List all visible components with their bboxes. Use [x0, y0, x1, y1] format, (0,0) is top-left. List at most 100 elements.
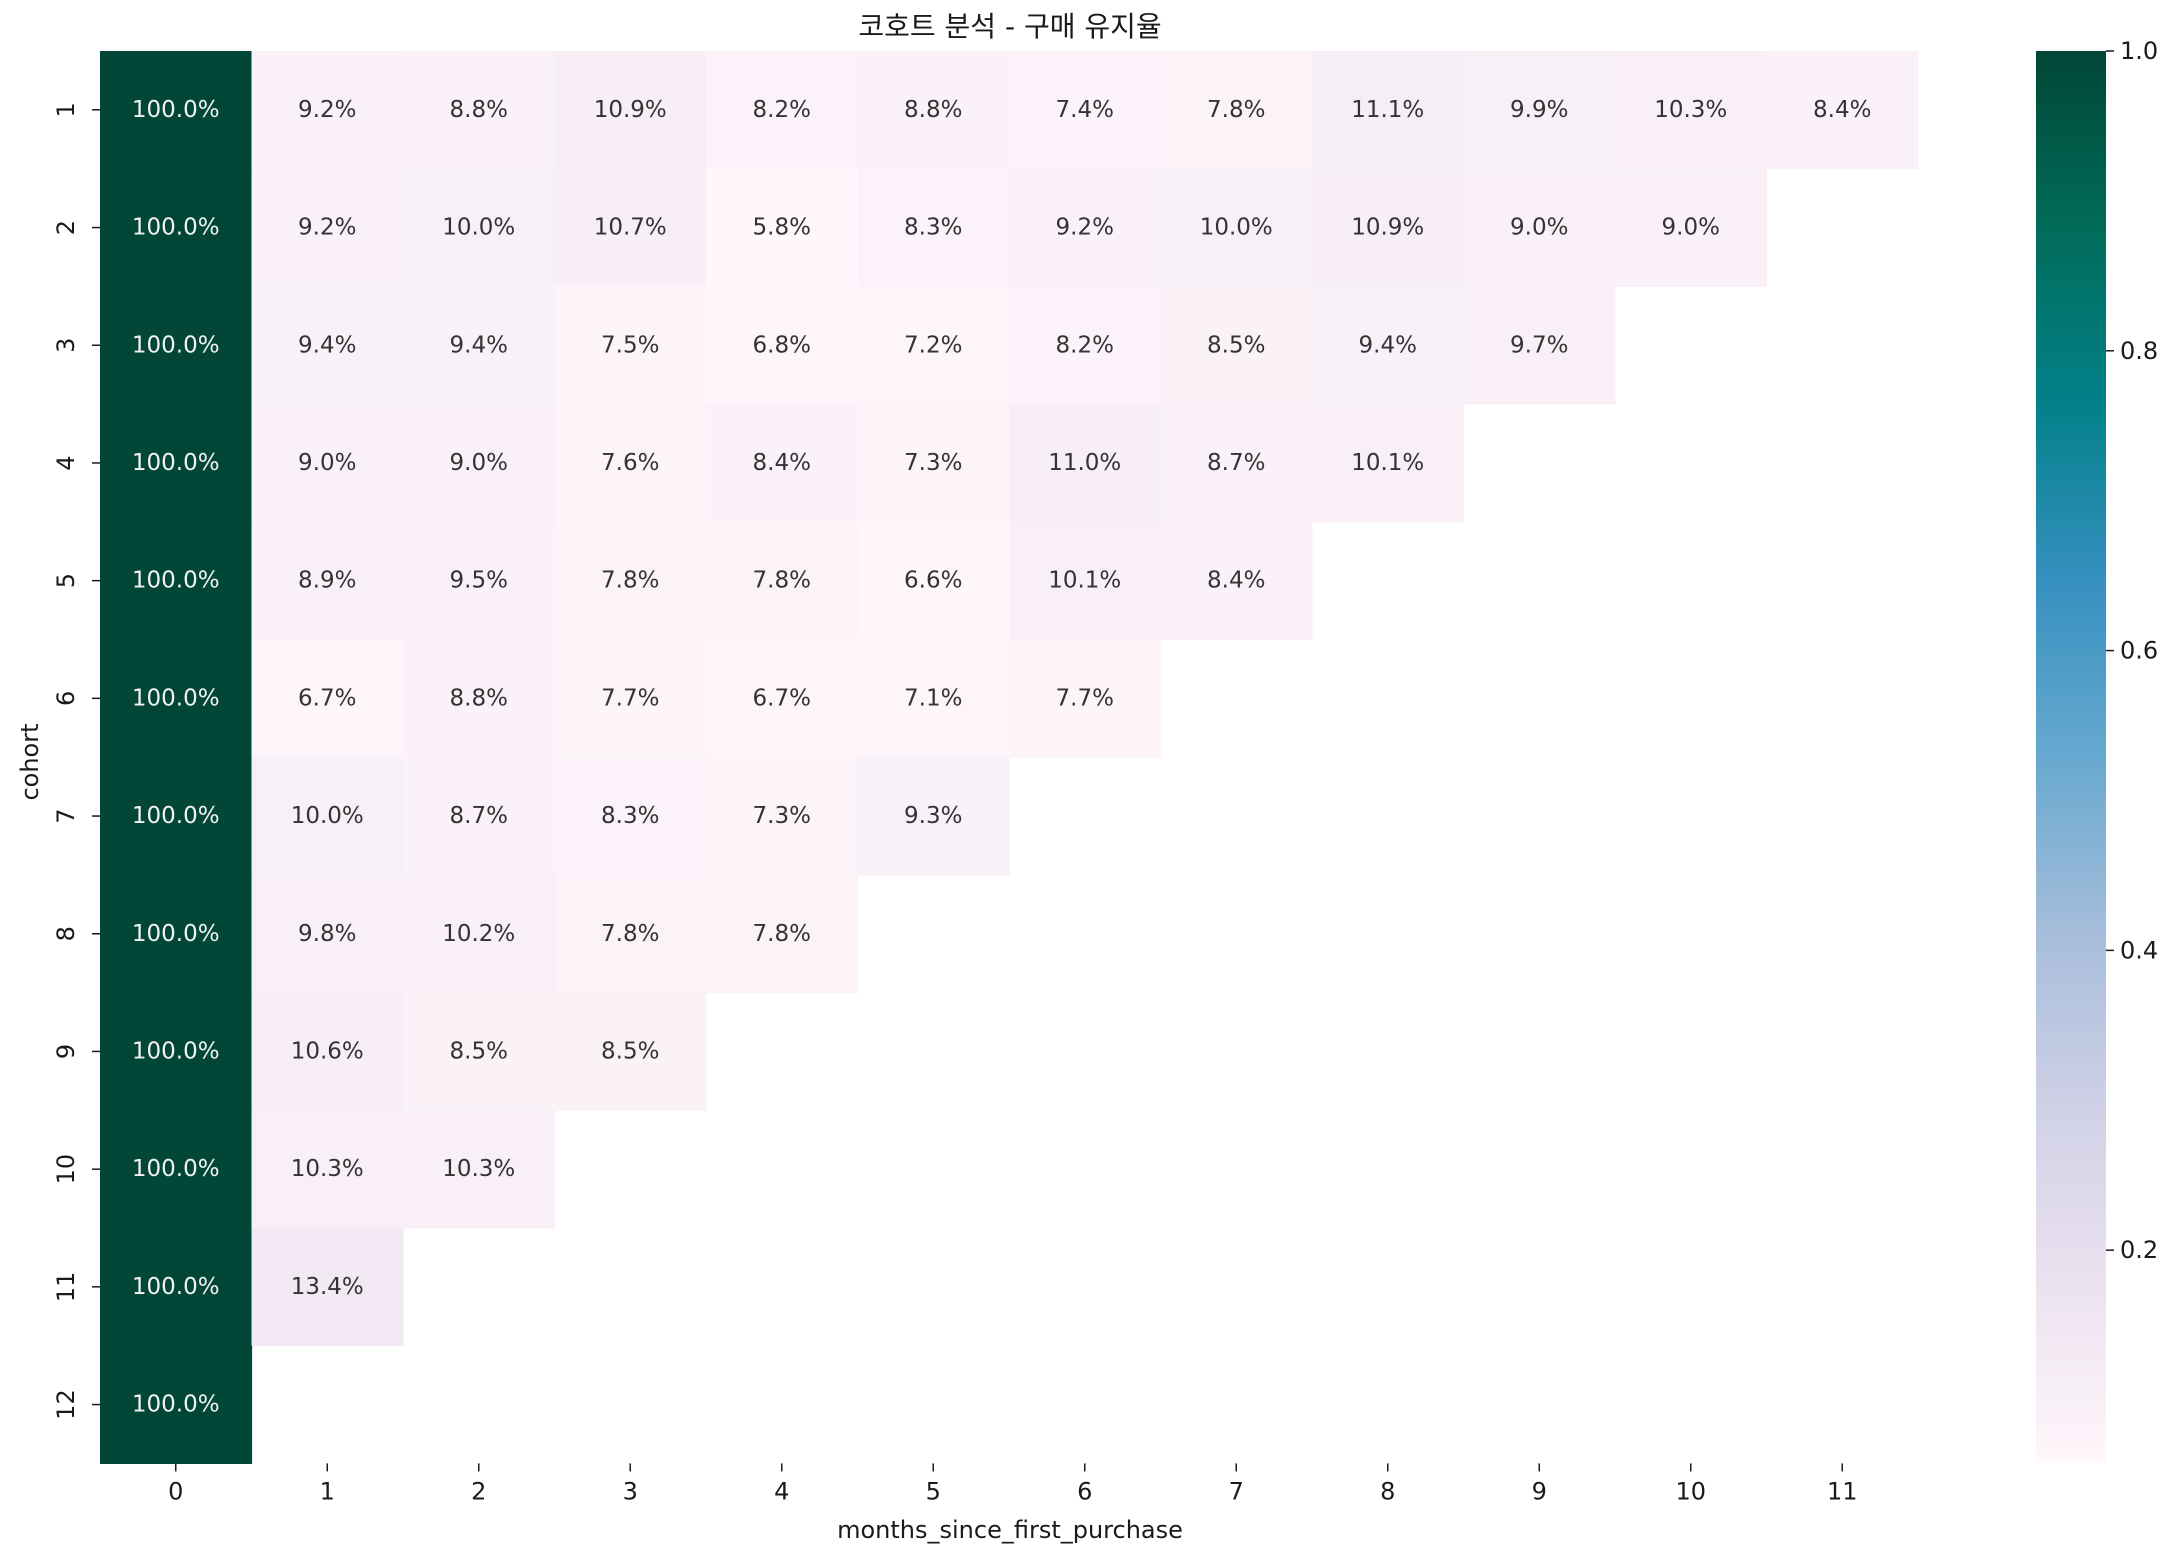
- x-tick-label: 1: [320, 1477, 335, 1505]
- cell-value-label: 6.6%: [904, 568, 962, 594]
- cell-value-label: 7.1%: [904, 685, 962, 711]
- cell-value-label: 10.0%: [442, 215, 515, 241]
- cell-value-label: 7.7%: [601, 685, 659, 711]
- heatmap-cell: [100, 286, 253, 405]
- heatmap-cell: [403, 521, 556, 641]
- cell-value-label: 8.4%: [1813, 97, 1871, 123]
- cell-value-label: 8.5%: [450, 1038, 508, 1064]
- chart-title: 코호트 분석 - 구매 유지율: [858, 10, 1161, 43]
- heatmap-cell: [1009, 168, 1162, 287]
- heatmap-cell: [100, 521, 253, 641]
- cell-value-label: 7.4%: [1056, 97, 1114, 123]
- heatmap-cell: [1463, 286, 1616, 405]
- heatmap-cell: [251, 404, 404, 523]
- colorbar-tick-label: 0.6: [2120, 637, 2158, 665]
- heatmap-cell: [403, 1110, 556, 1229]
- heatmap-cell: [251, 51, 404, 170]
- heatmap-cell: [100, 1228, 253, 1347]
- cell-value-label: 9.0%: [1510, 215, 1568, 241]
- cell-value-label: 10.3%: [291, 1156, 364, 1182]
- cell-value-label: 8.7%: [450, 803, 508, 829]
- heatmap-cell: [706, 168, 859, 287]
- heatmap-cell: [1160, 286, 1313, 405]
- cell-value-label: 10.1%: [1351, 450, 1424, 476]
- colorbar: [2036, 51, 2106, 1463]
- heatmap-cell: [857, 521, 1010, 641]
- cell-value-label: 8.4%: [753, 450, 811, 476]
- cell-value-label: 10.9%: [594, 97, 667, 123]
- x-tick-label: 10: [1675, 1477, 1706, 1505]
- cell-value-label: 7.2%: [904, 332, 962, 358]
- heatmap-cell: [100, 1345, 253, 1464]
- heatmap-cell: [251, 639, 404, 758]
- heatmap-cell-labels: 100.0% 9.2% 8.8% 10.9% 8.2% 8.8% 7.4% 7.8% 11.1%…: [132, 97, 1872, 1418]
- heatmap-cell: [706, 757, 859, 876]
- heatmap-cell: [100, 757, 253, 876]
- heatmap-cell: [251, 757, 404, 876]
- cell-value-label: 8.5%: [601, 1038, 659, 1064]
- cell-value-label: 9.4%: [1359, 332, 1417, 358]
- cell-value-label: 100.0%: [132, 803, 220, 829]
- heatmap-cell: [403, 404, 556, 523]
- heatmap-cell: [554, 757, 707, 876]
- cell-value-label: 100.0%: [132, 1392, 220, 1418]
- heatmap-cell: [1160, 404, 1313, 523]
- heatmap-cell: [706, 51, 859, 170]
- heatmap-cell: [251, 521, 404, 641]
- heatmap-cell: [100, 874, 253, 994]
- y-axis-label: cohort: [16, 723, 44, 800]
- cell-value-label: 8.8%: [450, 685, 508, 711]
- heatmap-cell: [857, 404, 1010, 523]
- cell-value-label: 13.4%: [291, 1274, 364, 1300]
- y-tick-label: 7: [52, 808, 80, 823]
- y-tick-label: 9: [52, 1044, 80, 1059]
- cell-value-label: 8.8%: [450, 97, 508, 123]
- heatmap-cell: [857, 51, 1010, 170]
- heatmap-cell: [100, 404, 253, 523]
- cell-value-label: 8.2%: [753, 97, 811, 123]
- y-tick-label: 12: [52, 1389, 80, 1420]
- cell-value-label: 8.3%: [601, 803, 659, 829]
- cell-value-label: 9.8%: [298, 921, 356, 947]
- colorbar-tick-label: 1.0: [2120, 37, 2158, 65]
- heatmap-cell: [1766, 51, 1919, 170]
- x-tick-label: 11: [1827, 1477, 1858, 1505]
- heatmap-cell: [100, 51, 253, 170]
- heatmap-cell: [1160, 168, 1313, 287]
- heatmap-cell: [857, 639, 1010, 758]
- cell-value-label: 9.4%: [298, 332, 356, 358]
- colorbar-tick-label: 0.4: [2120, 936, 2158, 964]
- cell-value-label: 9.0%: [298, 450, 356, 476]
- cell-value-label: 100.0%: [132, 921, 220, 947]
- y-tick-label: 10: [52, 1154, 80, 1185]
- heatmap-cell: [554, 286, 707, 405]
- cell-value-label: 8.5%: [1207, 332, 1265, 358]
- heatmap-cell: [403, 51, 556, 170]
- heatmap-cell: [100, 1110, 253, 1229]
- heatmap-cell: [1160, 521, 1313, 641]
- heatmap-cell: [706, 521, 859, 641]
- heatmap-cell: [100, 992, 253, 1111]
- heatmap-cell: [251, 1110, 404, 1229]
- heatmap-cell: [1463, 168, 1616, 287]
- cell-value-label: 8.2%: [1056, 332, 1114, 358]
- cell-value-label: 100.0%: [132, 1038, 220, 1064]
- cell-value-label: 100.0%: [132, 215, 220, 241]
- cell-value-label: 7.6%: [601, 450, 659, 476]
- cell-value-label: 100.0%: [132, 568, 220, 594]
- cell-value-label: 5.8%: [753, 215, 811, 241]
- y-tick-label: 11: [52, 1272, 80, 1303]
- cell-value-label: 9.2%: [298, 215, 356, 241]
- cell-value-label: 100.0%: [132, 1274, 220, 1300]
- cell-value-label: 10.3%: [442, 1156, 515, 1182]
- cell-value-label: 7.5%: [601, 332, 659, 358]
- x-tick-label: 6: [1077, 1477, 1092, 1505]
- heatmap-cell: [554, 639, 707, 758]
- cell-value-label: 8.4%: [1207, 568, 1265, 594]
- heatmap-cell: [706, 874, 859, 994]
- heatmap-cell: [403, 992, 556, 1111]
- cell-value-label: 9.9%: [1510, 97, 1568, 123]
- heatmap-cell: [403, 757, 556, 876]
- cell-value-label: 100.0%: [132, 1156, 220, 1182]
